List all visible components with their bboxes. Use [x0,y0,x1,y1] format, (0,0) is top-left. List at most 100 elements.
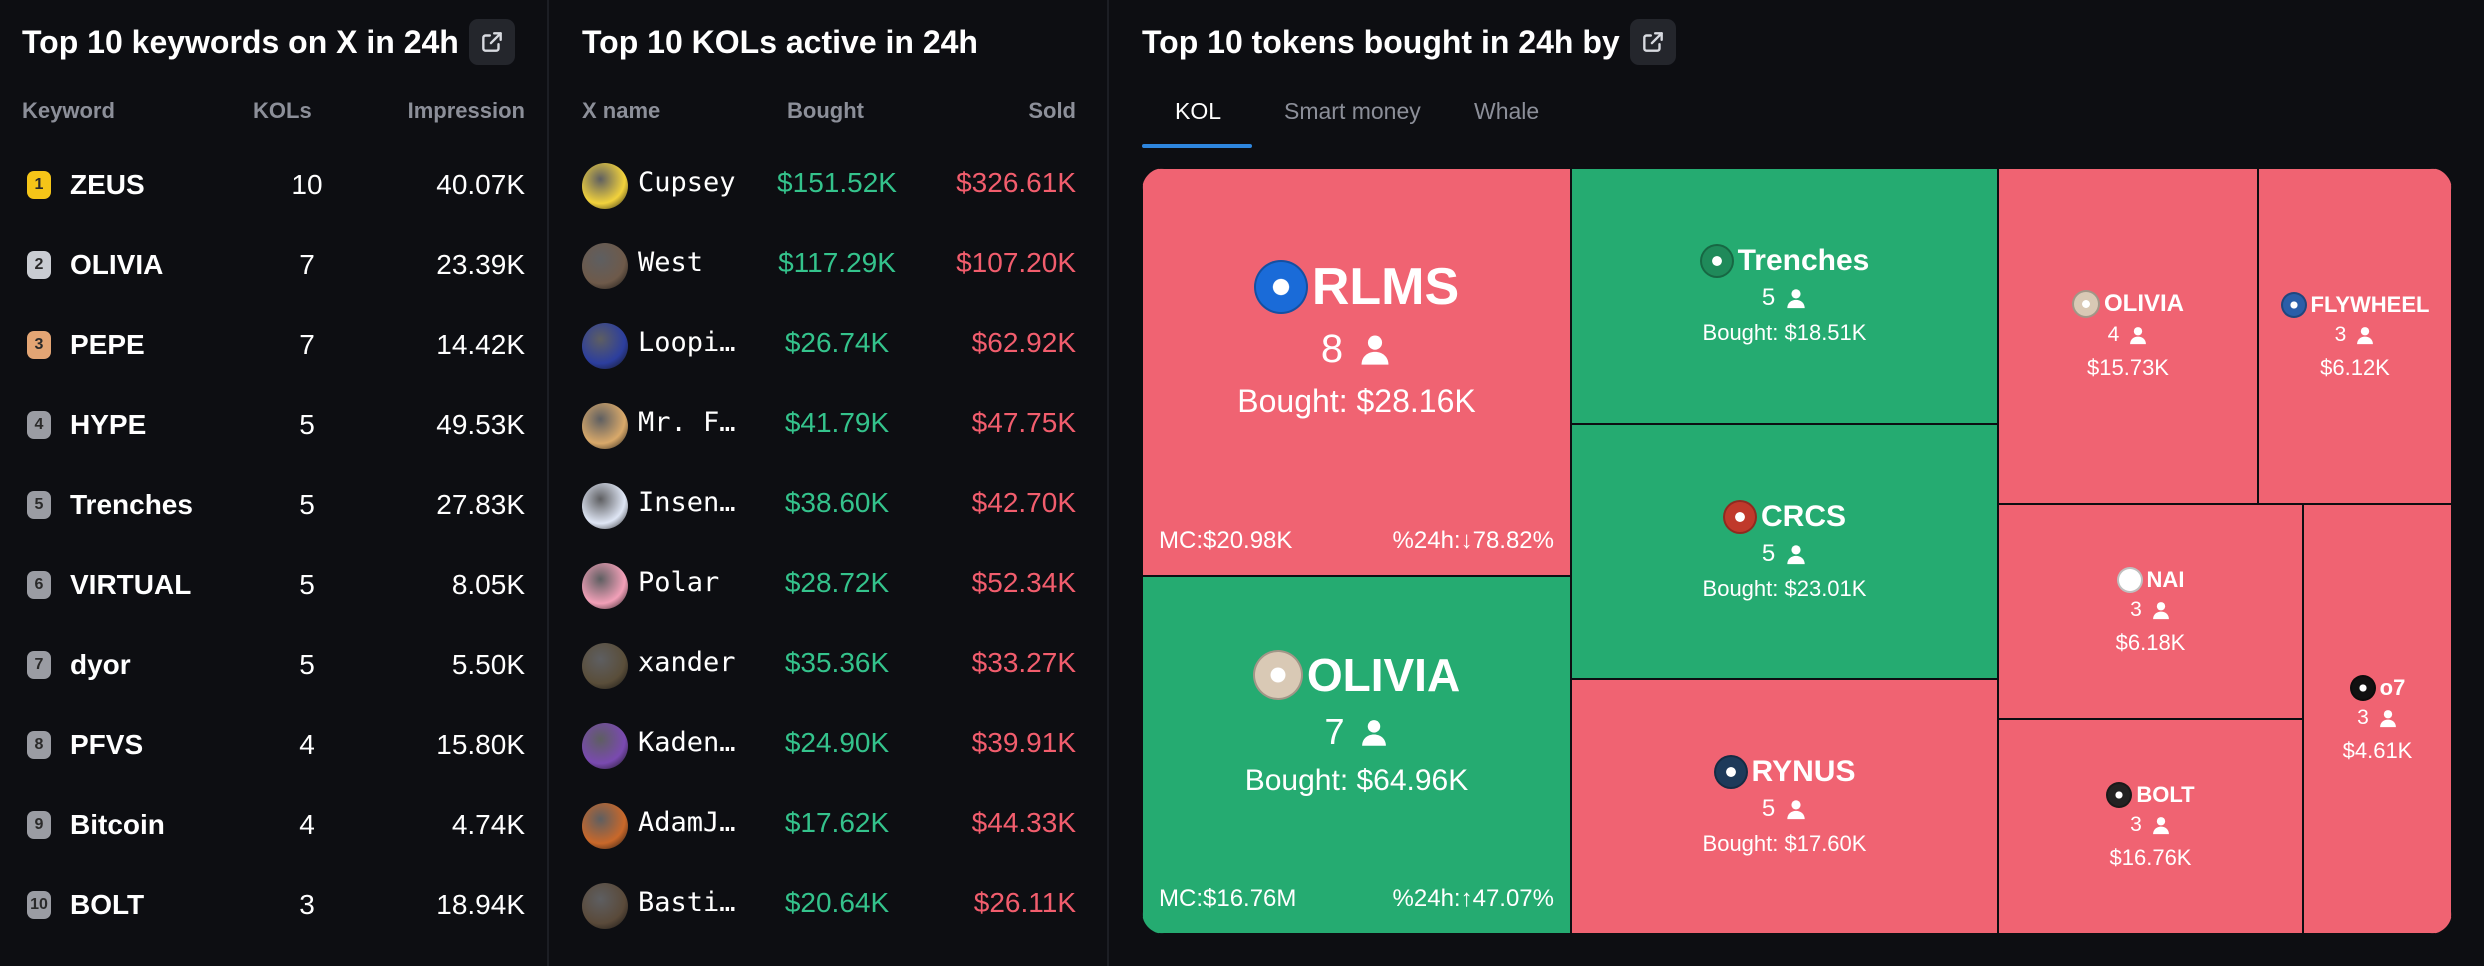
token-tile[interactable]: RLMS 8 Bought: $28.16K MC:$20.98K %24h:↓78.8… [1142,168,1571,576]
token-tile[interactable]: CRCS 5 Bought: $23.01K [1571,424,1998,679]
token-kol-count-row: 5 [1762,284,1807,312]
token-kol-count: 4 [2107,323,2120,347]
token-tile[interactable]: NAI 3 $6.18K [1998,504,2303,719]
token-market-cap: MC:$20.98K [1159,527,1293,554]
token-bought: $4.61K [2342,737,2413,763]
keyword-row[interactable]: 5 Trenches 5 27.83K [22,475,525,535]
token-kol-count: 5 [1761,794,1776,822]
keyword-kols: 5 [299,409,315,440]
kol-name[interactable]: Mr. F… [638,407,736,438]
keyword-row[interactable]: 3 PEPE 7 14.42K [22,315,525,375]
token-market-cap: MC:$16.76M [1159,885,1297,912]
col-bought[interactable]: Bought [787,98,864,123]
keyword-row[interactable]: 2 OLIVIA 7 23.39K [22,235,525,295]
token-kol-count: 3 [2357,705,2369,729]
rank-medal-icon: 8 [27,731,51,759]
token-kol-count: 3 [2334,322,2347,346]
tokens-panel: Top 10 tokens bought in 24h by KOL Smart… [1111,0,2484,966]
token-bought: $6.18K [2115,630,2186,656]
token-kol-count: 5 [1761,284,1776,312]
keyword-row[interactable]: 9 Bitcoin 4 4.74K [22,795,525,855]
kol-name[interactable]: Cupsey [638,167,736,198]
rank-medal-icon: 4 [27,411,51,439]
keyword-name: OLIVIA [70,249,164,280]
kol-name[interactable]: Basti… [638,887,736,918]
col-sold[interactable]: Sold [1028,98,1076,123]
keyword-row[interactable]: 8 PFVS 4 15.80K [22,715,525,775]
keyword-row[interactable]: 7 dyor 5 5.50K [22,635,525,695]
person-icon [2152,817,2169,835]
kol-name[interactable]: Kaden… [638,727,736,758]
kol-name[interactable]: West [638,247,704,278]
tab-kol[interactable]: KOL [1175,98,1222,124]
token-logo-icon [2106,782,2133,809]
token-name-row: FLYWHEEL [2280,291,2429,318]
kols-panel-header: Top 10 KOLs active in 24h [582,20,978,64]
kols-panel-title: Top 10 KOLs active in 24h [582,23,978,60]
kol-sold: $52.34K [971,567,1076,598]
tab-whale[interactable]: Whale [1474,98,1540,124]
kol-row[interactable]: Kaden… $24.90K $39.91K [582,713,1076,773]
kol-row[interactable]: Cupsey $151.52K $326.61K [582,153,1076,213]
kol-avatar [582,323,628,369]
keyword-impression: 18.94K [436,889,525,920]
kol-name[interactable]: AdamJ… [638,807,736,838]
col-x-name[interactable]: X name [582,98,661,123]
keyword-row[interactable]: 4 HYPE 5 49.53K [22,395,525,455]
token-tile[interactable]: OLIVIA 4 $15.73K [1998,168,2258,504]
kol-avatar [582,403,628,449]
person-icon [1787,544,1805,564]
kol-sold: $62.92K [971,327,1076,358]
token-tile[interactable]: Trenches 5 Bought: $18.51K [1571,168,1998,424]
token-name: RYNUS [1751,754,1856,788]
keyword-kols: 4 [299,729,315,760]
person-icon [1787,799,1805,819]
keywords-external-link-button[interactable] [468,19,515,65]
token-bought: Bought: $17.60K [1702,830,1867,856]
kol-row[interactable]: Loopi… $26.74K $62.92K [582,313,1076,373]
kol-row[interactable]: AdamJ… $17.62K $44.33K [582,793,1076,853]
tab-smart-money[interactable]: Smart money [1284,98,1421,124]
token-name-row: RYNUS [1713,754,1856,789]
col-impression[interactable]: Impression [407,98,525,123]
tokens-external-link-button[interactable] [1629,19,1676,65]
kol-row[interactable]: Polar $28.72K $52.34K [582,553,1076,613]
kol-name[interactable]: xander [638,647,736,678]
keyword-name: VIRTUAL [70,569,192,600]
token-name-row: OLIVIA [2071,290,2184,319]
kol-name[interactable]: Insen… [638,487,736,518]
token-logo-icon [2280,291,2307,318]
person-icon [1361,335,1389,365]
token-name: NAI [2146,567,2185,593]
kol-row[interactable]: West $117.29K $107.20K [582,233,1076,293]
kol-row[interactable]: Insen… $38.60K $42.70K [582,473,1076,533]
token-tile[interactable]: BOLT 3 $16.76K [1998,719,2303,934]
keyword-row[interactable]: 10 BOLT 3 18.94K [22,875,525,935]
kol-name[interactable]: Loopi… [638,327,736,358]
person-icon [1361,720,1386,746]
token-name-row: Trenches [1699,244,1870,279]
token-kol-count: 8 [1320,326,1344,371]
keyword-row[interactable]: 1 ZEUS 10 40.07K [22,155,525,215]
token-tile[interactable]: o7 3 $4.61K [2303,504,2452,934]
rank-medal-icon: 2 [27,251,51,279]
kol-name[interactable]: Polar [638,567,720,598]
token-tile[interactable]: FLYWHEEL 3 $6.12K [2258,168,2452,504]
external-link-icon [481,32,502,52]
token-name: o7 [2379,674,2406,700]
token-logo-icon [2349,674,2376,701]
col-keyword[interactable]: Keyword [22,98,115,123]
col-kols[interactable]: KOLs [253,98,312,123]
token-tile[interactable]: OLIVIA 7 Bought: $64.96K MC:$16.76M %24h:↑47… [1142,576,1571,934]
kol-bought: $24.90K [784,727,890,758]
keyword-impression: 15.80K [436,729,525,760]
keyword-row[interactable]: 6 VIRTUAL 5 8.05K [22,555,525,615]
kol-row[interactable]: Mr. F… $41.79K $47.75K [582,393,1076,453]
person-icon [2152,602,2169,620]
kol-row[interactable]: Basti… $20.64K $26.11K [582,873,1076,933]
token-name: Trenches [1737,244,1870,278]
keyword-kols: 7 [299,249,315,280]
kol-row[interactable]: xander $35.36K $33.27K [582,633,1076,693]
kol-bought: $38.60K [784,487,890,518]
token-tile[interactable]: RYNUS 5 Bought: $17.60K [1571,679,1998,934]
